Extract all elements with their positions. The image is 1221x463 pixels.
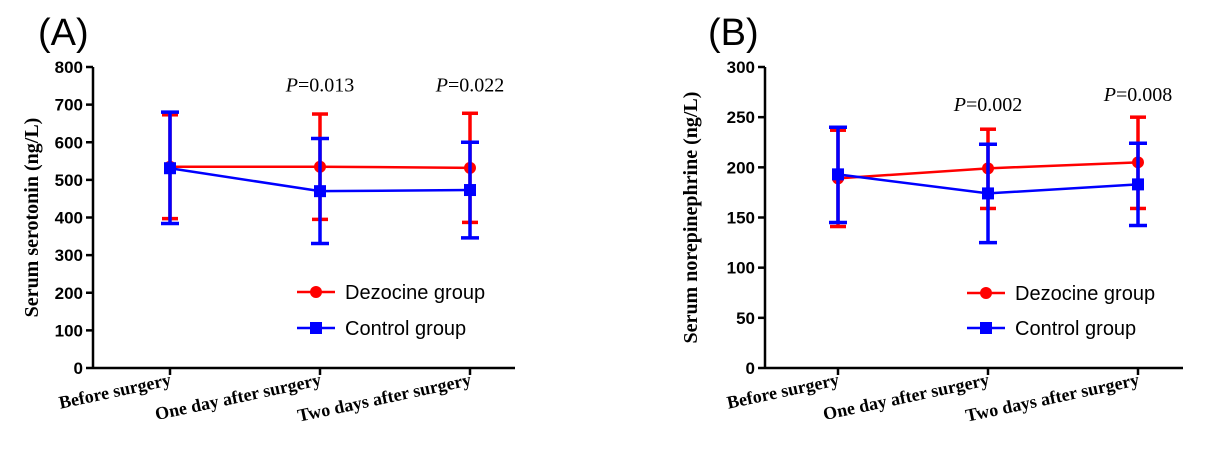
legend: Dezocine group Control group — [297, 282, 485, 340]
legend-marker — [980, 322, 992, 334]
data-point — [314, 185, 326, 198]
legend-marker — [310, 322, 322, 334]
panel-label: (B) — [708, 12, 759, 54]
y-tick-label: 500 — [55, 171, 83, 190]
y-axis-label: Serum norepinephrine (ng/L) — [680, 92, 702, 344]
panel-label: (A) — [38, 12, 89, 54]
legend: Dezocine group Control group — [967, 283, 1155, 340]
chart-panel-1: (A) 0 100 200 300 400 500 600 700 800 Serum seroto… — [21, 12, 515, 426]
y-tick-label: 600 — [55, 133, 83, 152]
y-tick-label: 50 — [736, 309, 755, 328]
p-value-annotation: P=0.022 — [435, 74, 505, 96]
data-point — [164, 162, 176, 175]
data-point — [982, 187, 994, 200]
y-tick-label: 100 — [55, 321, 83, 340]
data-point — [832, 168, 844, 181]
legend-marker — [980, 287, 992, 299]
y-tick-label: 150 — [727, 209, 755, 228]
data-point — [464, 184, 476, 197]
legend-label: Dezocine group — [345, 282, 485, 304]
y-tick-label: 0 — [74, 359, 83, 378]
legend-label: Dezocine group — [1015, 283, 1155, 305]
chart-panel-2: (B) 0 50 100 150 200 250 300 Serum norepinephrin… — [680, 12, 1183, 426]
x-tick-label: Two days after surgery — [964, 369, 1141, 425]
y-axis-label: Serum serotonin (ng/L) — [21, 118, 43, 318]
y-tick-label: 300 — [727, 58, 755, 77]
data-point — [1132, 178, 1144, 191]
y-tick-label: 250 — [727, 108, 755, 127]
series-control — [829, 125, 1147, 245]
y-tick-label: 400 — [55, 209, 83, 228]
x-tick-label: Two days after surgery — [296, 369, 473, 425]
y-tick-label: 0 — [746, 359, 755, 378]
legend-label: Control group — [1015, 318, 1136, 340]
series-control — [161, 110, 479, 246]
y-tick-label: 100 — [727, 259, 755, 278]
legend-marker — [310, 286, 322, 298]
p-value-annotation: P=0.013 — [285, 74, 355, 96]
y-tick-label: 800 — [55, 58, 83, 77]
y-tick-label: 300 — [55, 246, 83, 265]
y-tick-label: 700 — [55, 96, 83, 115]
y-tick-label: 200 — [727, 158, 755, 177]
p-value-annotation: P=0.008 — [1103, 84, 1173, 106]
p-value-annotation: P=0.002 — [953, 94, 1023, 116]
y-tick-label: 200 — [55, 284, 83, 303]
legend-label: Control group — [345, 318, 466, 340]
